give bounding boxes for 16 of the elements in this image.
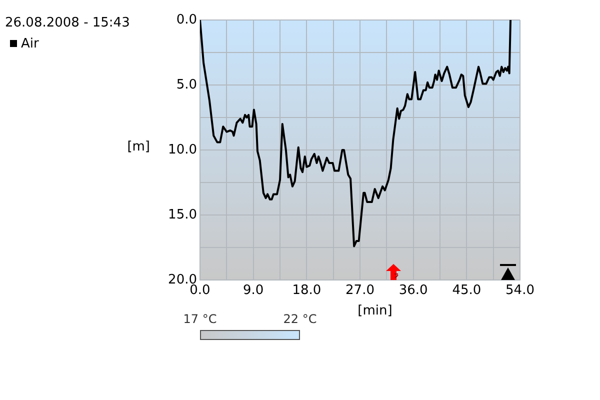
x-tick-label: 54.0 (506, 283, 534, 298)
x-axis-title: [min] (358, 303, 392, 318)
y-tick-label: 0.0 (176, 12, 197, 28)
color-bar-label: 22 °C (283, 312, 317, 326)
color-bar-label: 17 °C (183, 312, 217, 326)
x-tick-label: 18.0 (292, 283, 322, 298)
y-tick-label: 10.0 (168, 142, 197, 158)
y-axis-title: [m] (127, 139, 150, 154)
y-tick-label: 5.0 (176, 77, 197, 92)
legend-label: Air (21, 36, 40, 52)
x-tick-label: 36.0 (398, 283, 428, 298)
x-tick-label: 45.0 (452, 283, 482, 298)
y-tick-label: 15.0 (168, 207, 197, 222)
text: 26.08.2008 - 15:43 (5, 15, 130, 30)
x-tick-label: 9.0 (242, 283, 264, 298)
x-tick-label: 27.0 (346, 283, 374, 298)
